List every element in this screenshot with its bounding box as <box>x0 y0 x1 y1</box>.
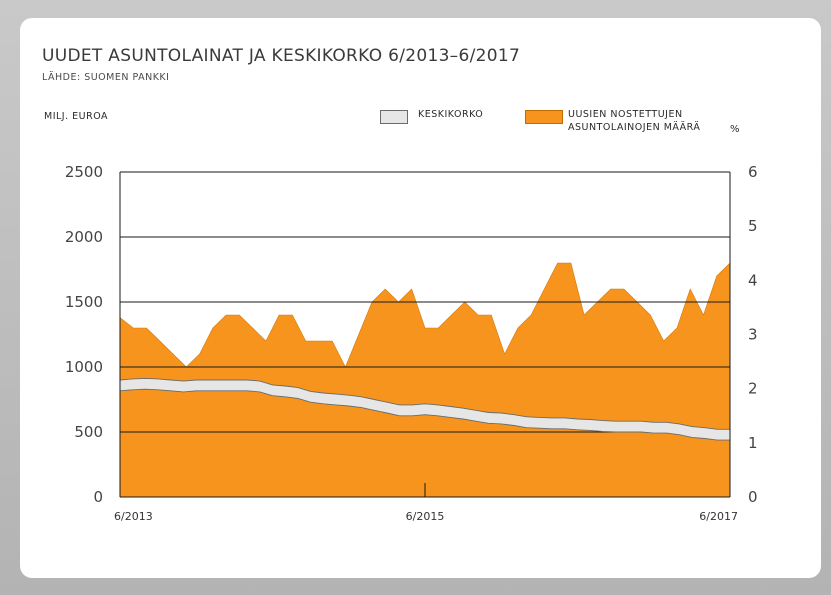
left-tick-label-2000: 2000 <box>65 228 103 246</box>
right-axis-label: % <box>730 124 740 135</box>
left-tick-label-500: 500 <box>74 423 103 441</box>
x-tick-label-0: 6/2013 <box>114 510 153 523</box>
legend-label-loans-line2: ASUNTOLAINOJEN MÄÄRÄ <box>568 122 701 133</box>
left-tick-label-0: 0 <box>93 488 103 506</box>
legend-swatch-loans <box>525 110 563 124</box>
right-tick-label-6: 6 <box>748 163 758 181</box>
legend-swatch-rate <box>380 110 408 124</box>
legend-label-loans-line1: UUSIEN NOSTETTUJEN <box>568 109 683 120</box>
legend-label-rate: KESKIKORKO <box>418 109 484 120</box>
right-tick-label-0: 0 <box>748 488 758 506</box>
loans-area <box>119 262 731 498</box>
chart-subtitle: LÄHDE: SUOMEN PANKKI <box>42 72 170 83</box>
right-tick-label-4: 4 <box>748 271 758 289</box>
left-tick-label-1000: 1000 <box>65 358 103 376</box>
right-tick-label-5: 5 <box>748 217 758 235</box>
right-tick-label-1: 1 <box>748 434 758 452</box>
left-tick-label-2500: 2500 <box>65 163 103 181</box>
left-tick-label-1500: 1500 <box>65 293 103 311</box>
x-tick-label-2: 6/2017 <box>699 510 738 523</box>
right-tick-label-2: 2 <box>748 380 758 398</box>
left-axis-label: MILJ. EUROA <box>44 111 108 122</box>
x-tick-label-1: 6/2015 <box>406 510 445 523</box>
right-tick-label-3: 3 <box>748 326 758 344</box>
legend-label-loans: UUSIEN NOSTETTUJEN ASUNTOLAINOJEN MÄÄRÄ <box>568 108 738 134</box>
chart-title: UUDET ASUNTOLAINAT JA KESKIKORKO 6/2013–… <box>42 46 521 66</box>
